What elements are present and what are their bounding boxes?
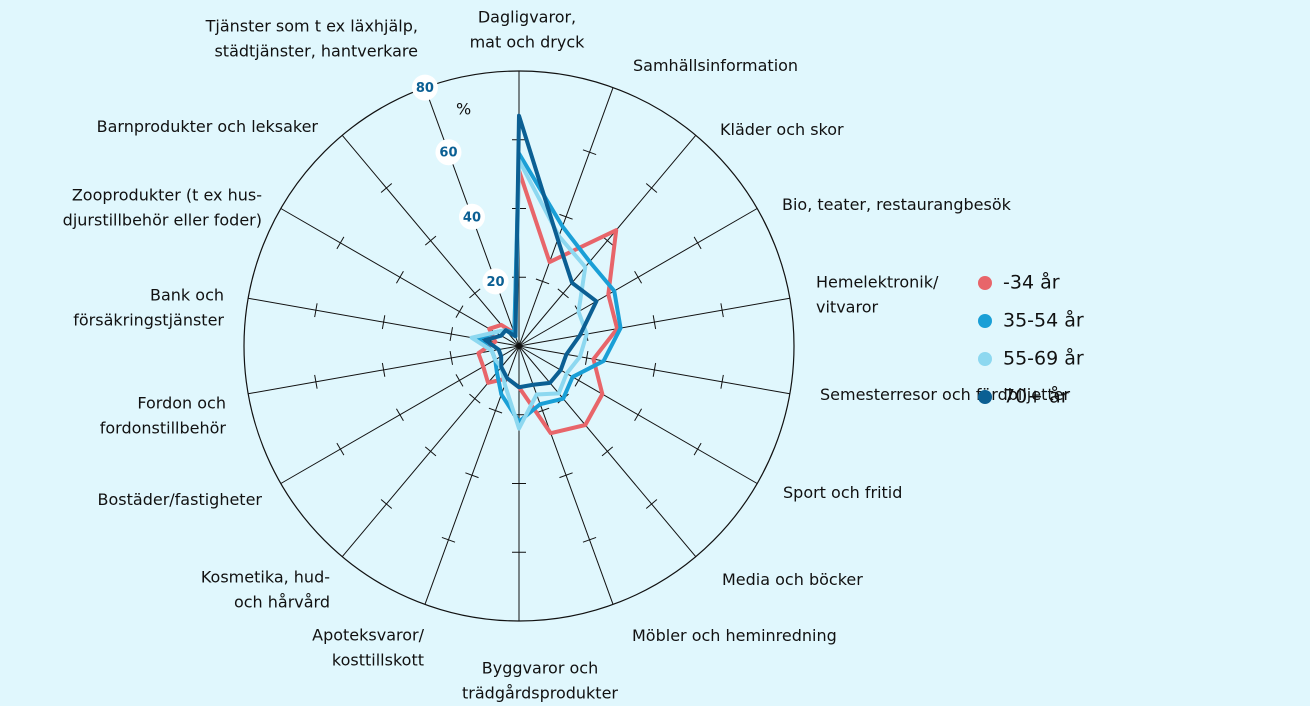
legend-label: 70+ år (1003, 385, 1069, 408)
tick-mark (381, 362, 386, 377)
y-tick-label: 80 (416, 81, 434, 96)
tick-mark (720, 374, 724, 389)
category-label: Semesterresor och färdbiljetter (820, 385, 1070, 404)
legend-swatch (978, 314, 992, 328)
tick-mark (559, 472, 573, 479)
tick-mark (693, 442, 702, 456)
tick-label-bg (435, 139, 462, 166)
tick-mark (469, 288, 481, 299)
legend-swatch (978, 390, 992, 404)
category-label: Fordon och fordonstillbehör (100, 393, 227, 437)
tick-mark (381, 315, 386, 330)
category-label: Tjänster som t ex läxhjälp, städtjänster,… (205, 16, 418, 60)
category-label: Bostäder/fastigheter (98, 490, 263, 509)
tick-mark (441, 536, 456, 543)
legend-label: 35-54 år (1003, 309, 1084, 332)
tick-mark (582, 536, 597, 543)
legend-label: 55-69 år (1003, 347, 1084, 370)
tick-mark (720, 303, 724, 318)
tick-label-bg (482, 268, 509, 295)
tick-mark (535, 278, 550, 285)
category-label: Dagligvaror, mat och dryck (470, 7, 586, 51)
tick-label-bg (458, 203, 485, 230)
category-label: Kläder och skor (720, 120, 844, 139)
tick-mark (395, 270, 404, 284)
category-label: Apoteksvaror/kosttillskott (312, 625, 424, 669)
category-label: Samhällsinformation (633, 56, 798, 75)
category-label: Möbler och heminredning (632, 626, 837, 645)
tick-mark (314, 303, 318, 318)
legend-label: -34 år (1003, 271, 1060, 294)
tick-label-bg (411, 74, 438, 101)
tick-mark (582, 149, 597, 156)
tick-mark (559, 213, 573, 220)
tick-mark (488, 407, 503, 414)
tick-mark (455, 374, 464, 387)
tick-mark (652, 362, 657, 377)
tick-mark (584, 350, 589, 365)
tick-mark (652, 315, 657, 330)
tick-mark (336, 442, 345, 456)
series-line (469, 158, 589, 431)
tick-mark (336, 236, 345, 250)
category-label: Bank och försäkringstjänster (73, 285, 224, 329)
category-label: Bio, teater, restaurangbesök (782, 195, 1012, 214)
tick-mark (601, 446, 614, 457)
tick-mark (380, 499, 393, 509)
tick-mark (645, 183, 658, 193)
tick-mark (449, 327, 454, 342)
legend-swatch (978, 276, 992, 290)
category-label: Kosmetika, hud-och hårvård (201, 567, 330, 611)
tick-mark (645, 499, 658, 509)
category-label: Media och böcker (722, 570, 863, 589)
unit-label: % (456, 100, 471, 119)
series-line (483, 113, 599, 390)
tick-mark (574, 374, 583, 387)
tick-mark (693, 236, 702, 250)
tick-mark (395, 408, 404, 422)
tick-mark (465, 472, 479, 479)
tick-mark (380, 183, 393, 193)
category-label: Sport och fritid (783, 483, 902, 502)
category-label: Zooprodukter (t ex hus-djurstillbehör el… (63, 185, 262, 229)
y-tick-label: 60 (439, 146, 457, 161)
category-label: Barnprodukter och leksaker (97, 117, 319, 136)
y-tick-label: 40 (463, 210, 481, 225)
tick-mark (455, 305, 464, 318)
category-label: Byggvaror och trädgårdsprodukter (462, 658, 618, 702)
tick-mark (634, 270, 643, 284)
tick-mark (424, 446, 437, 457)
category-label: Hemelektronik/vitvaror (816, 272, 939, 316)
tick-mark (314, 374, 318, 389)
y-tick-label: 20 (486, 275, 504, 290)
tick-mark (469, 393, 481, 404)
tick-mark (634, 408, 643, 422)
tick-mark (557, 288, 569, 299)
legend-swatch (978, 352, 992, 366)
tick-mark (424, 235, 437, 246)
tick-mark (449, 350, 454, 365)
